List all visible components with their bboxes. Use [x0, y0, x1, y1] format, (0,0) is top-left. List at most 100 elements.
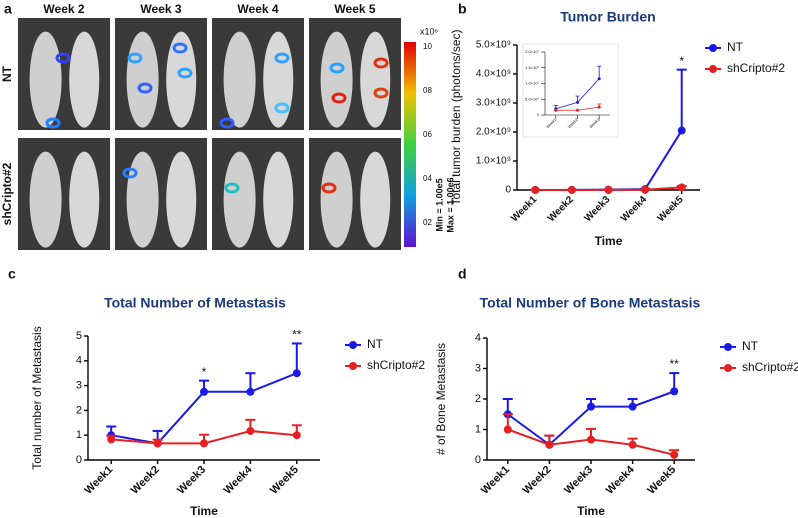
x-tick-label: Week5 — [645, 464, 678, 497]
colorbar-tick-label: 06 — [423, 130, 432, 139]
legend-marker — [709, 65, 717, 73]
point — [292, 369, 301, 378]
chart-title: Tumor Burden — [560, 9, 655, 25]
point — [153, 439, 162, 448]
chart-title: Total Number of Metastasis — [104, 295, 286, 311]
y-tick-label: 2.0×10⁷ — [525, 49, 539, 54]
y-tick-label: 1.0×10⁷ — [525, 81, 539, 86]
mouse — [166, 31, 197, 128]
y-tick-label: 5.0×10⁶ — [525, 96, 539, 101]
colorbar — [404, 42, 416, 247]
legend-marker — [349, 341, 357, 349]
x-tick-label: Week4 — [619, 194, 649, 224]
row-label: shCripto#2 — [0, 162, 14, 225]
signal — [122, 167, 138, 179]
row-label: NT — [0, 65, 14, 82]
panel-label: c — [8, 266, 16, 282]
signal — [55, 52, 71, 64]
x-axis-label: Time — [577, 504, 605, 518]
column-label: Week 4 — [237, 2, 278, 16]
y-tick-label: 1.0×10⁹ — [476, 156, 511, 167]
signal — [274, 52, 290, 64]
legend-label: NT — [727, 40, 744, 54]
x-tick-label: Week2 — [129, 464, 162, 497]
y-tick-label: 5 — [76, 330, 82, 342]
y-tick-label: 1 — [475, 423, 481, 435]
point — [597, 77, 601, 81]
point — [246, 426, 255, 435]
mouse — [320, 151, 353, 248]
point — [670, 387, 679, 396]
signal — [137, 82, 153, 94]
point — [554, 108, 558, 112]
point — [628, 402, 637, 411]
error-bar — [676, 68, 687, 131]
y-axis-label: Total tumor burden (photons/sec) — [449, 29, 463, 205]
point — [628, 440, 637, 449]
annotation: ** — [670, 357, 680, 371]
signal — [373, 87, 389, 99]
column-label: Week 2 — [43, 2, 84, 16]
mouse — [223, 151, 256, 248]
x-axis-label: Time — [190, 504, 218, 518]
column-label: Week 3 — [140, 2, 181, 16]
y-tick-label: 0 — [76, 454, 82, 466]
y-tick-label: 2 — [76, 404, 82, 416]
x-tick-label: Week3 — [175, 464, 208, 497]
signal — [45, 117, 61, 129]
y-tick-label: 2 — [475, 393, 481, 405]
y-tick-label: 4 — [76, 355, 82, 367]
point — [200, 387, 208, 396]
y-tick-label: 4.0×10⁹ — [476, 69, 511, 80]
panel-label: d — [458, 266, 467, 282]
mouse — [360, 31, 391, 128]
mouse — [126, 31, 159, 128]
mouse — [69, 151, 100, 248]
signal — [329, 62, 345, 74]
y-axis-label: Total number of Metastasis — [30, 326, 44, 469]
mouse — [263, 151, 294, 248]
point — [576, 108, 579, 112]
colorbar-note: Max = 1.00e6 — [445, 177, 455, 232]
mouse — [126, 151, 159, 248]
legend-label: NT — [742, 339, 759, 353]
point — [246, 387, 255, 396]
signal — [224, 182, 240, 194]
y-tick-label: 0 — [537, 112, 540, 117]
signal — [331, 92, 347, 104]
error-bar — [597, 65, 602, 79]
y-tick-label: 0 — [505, 185, 511, 196]
column-label: Week 5 — [334, 2, 375, 16]
point — [670, 450, 679, 459]
x-tick-label: Week2 — [546, 194, 576, 224]
point — [545, 440, 554, 449]
panel-a: a — [4, 1, 12, 17]
error-bar — [291, 342, 302, 374]
signal — [219, 117, 235, 129]
y-tick-label: 3.0×10⁹ — [476, 98, 511, 109]
point — [292, 431, 301, 440]
x-tick-label: Week3 — [582, 194, 612, 224]
mouse — [166, 151, 197, 248]
signal — [172, 42, 188, 54]
mouse — [360, 151, 391, 248]
x-tick-label: Week1 — [509, 194, 539, 224]
annotation: ** — [292, 328, 302, 342]
y-axis-label: # of Bone Metastasis — [434, 343, 448, 455]
mouse — [69, 31, 100, 128]
legend-marker — [724, 343, 732, 351]
point — [587, 435, 595, 444]
signal — [274, 102, 290, 114]
point — [587, 402, 595, 411]
x-tick-label: Week4 — [222, 463, 256, 497]
legend-label: NT — [367, 337, 384, 351]
colorbar-note: Min = 1.00e5 — [434, 178, 444, 231]
colorbar-unit: x10⁶ — [420, 26, 439, 36]
y-tick-label: 2.0×10⁹ — [476, 127, 511, 138]
point — [604, 185, 613, 194]
legend-label: shCripto#2 — [727, 61, 785, 75]
legend-label: shCripto#2 — [742, 360, 798, 374]
series-line — [535, 130, 683, 191]
point — [576, 100, 579, 104]
mouse — [263, 31, 294, 128]
